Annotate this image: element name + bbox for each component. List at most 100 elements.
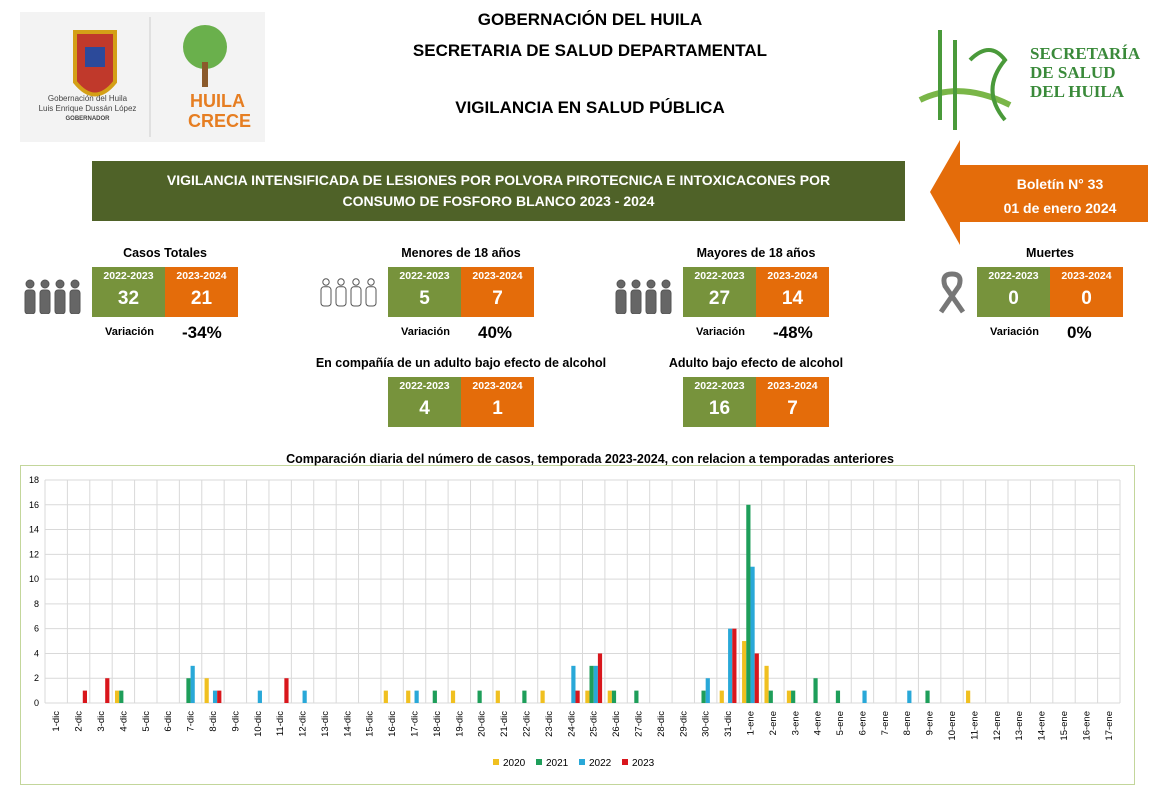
bar-2023 [732,628,737,703]
bar-2023 [217,690,222,703]
variation-label: Variación [401,326,450,338]
bar-2021 [768,690,773,703]
legend-swatch [579,759,585,765]
stat-year1: 2022-2023 [694,270,745,282]
legend-label: 2020 [503,758,526,769]
x-tick-label: 6-dic [163,711,174,732]
legend-label: 2023 [632,758,655,769]
x-tick-label: 16-dic [387,711,398,737]
stat-value2: 7 [787,398,798,419]
x-tick-label: 12-ene [992,711,1003,741]
bar-2023 [754,653,759,703]
x-tick-label: 15-ene [1059,711,1070,741]
bar-2022 [414,690,419,703]
variation-label: Variación [105,326,154,338]
coat-of-arms-icon: HUILA CRECE [73,17,251,137]
bar-2020 [585,690,590,703]
stat-box: 2022-2023 5 2023-2024 7 [388,267,534,317]
bar-2020 [764,665,769,703]
bar-2021 [119,690,124,703]
stat-value1: 0 [1008,288,1019,309]
bar-2022 [257,690,262,703]
x-tick-label: 17-ene [1104,711,1115,741]
bar-2020 [204,678,209,703]
title-banner: VIGILANCIA INTENSIFICADA DE LESIONES POR… [92,161,905,221]
legend-label: 2021 [546,758,569,769]
stat-title: Mayores de 18 años [696,246,816,260]
stat-year2: 2023-2024 [767,270,818,282]
y-tick-label: 6 [34,624,39,634]
x-tick-label: 7-ene [880,711,891,735]
y-tick-label: 0 [34,698,39,708]
y-tick-label: 12 [29,549,39,559]
legend-swatch [536,759,542,765]
stat-box: 2022-2023 32 2023-2024 21 [92,267,238,317]
bar-2020 [406,690,411,703]
x-tick-label: 24-dic [566,711,577,737]
bar-2020 [742,641,747,703]
stat-value2: 1 [492,398,503,419]
stat-year1: 2022-2023 [103,270,154,282]
svg-text:HUILA: HUILA [190,91,245,111]
y-tick-label: 16 [29,500,39,510]
x-tick-label: 11-dic [275,711,286,736]
x-tick-label: 13-ene [1014,711,1025,741]
bar-2020 [450,690,456,703]
children-icon [318,270,384,319]
bar-2022 [728,628,733,703]
bar-2022 [593,665,598,703]
bar-2020 [114,690,120,703]
x-tick-label: 3-dic [96,711,107,732]
stat-value1: 16 [708,398,731,419]
stat-year2: 2023-2024 [472,380,523,392]
adults-icon [613,270,679,319]
governor-title: GOBERNADOR [65,116,110,122]
bar-2020 [786,690,792,703]
stat-year2: 2023-2024 [767,380,818,392]
bar-2020 [495,690,500,703]
x-tick-label: 20-dic [477,711,488,737]
x-tick-label: 5-dic [141,711,152,732]
stat-value1: 27 [708,288,731,309]
x-tick-label: 1-dic [51,711,62,732]
stat-box: 2022-2023 16 2023-2024 7 [683,377,829,427]
bar-2022 [862,690,867,703]
bar-2021 [791,690,796,703]
x-tick-label: 1-ene [745,711,756,735]
bar-2023 [284,678,289,703]
secretaria-logo-line1: SECRETARÍA [1030,44,1141,63]
bar-2023 [105,678,110,703]
stat-value2: 0 [1081,288,1092,309]
stat-title: Muertes [1026,246,1074,260]
chart-frame [20,465,1135,785]
stat-value1: 32 [117,288,140,309]
legend-swatch [622,759,628,765]
x-tick-label: 8-dic [208,711,219,732]
bar-2022 [750,566,755,703]
bar-2021 [701,690,706,703]
bar-2020 [540,690,545,703]
x-tick-label: 30-dic [701,711,712,737]
bar-2020 [966,690,971,703]
bar-2021 [611,690,617,703]
variation-value: 40% [478,323,513,342]
bar-2021 [925,690,930,703]
stat-year2: 2023-2024 [472,270,523,282]
x-tick-label: 3-ene [790,711,801,735]
stat-box: 2022-2023 0 2023-2024 0 [977,267,1123,317]
bar-2022 [705,678,710,703]
x-tick-label: 9-ene [925,711,936,735]
x-tick-label: 2-dic [74,711,85,732]
stat-year2: 2023-2024 [176,270,227,282]
x-tick-label: 5-ene [835,711,846,735]
x-tick-label: 14-dic [342,711,353,737]
header-line1: GOBERNACIÓN DEL HUILA [477,10,703,29]
stat-title: Casos Totales [123,246,207,260]
stat-year1: 2022-2023 [694,380,745,392]
bar-2021 [813,678,818,703]
stat-box: 2022-2023 27 2023-2024 14 [683,267,829,317]
bar-2023 [575,690,580,703]
x-tick-label: 11-ene [969,711,980,740]
x-tick-label: 10-dic [253,711,264,737]
